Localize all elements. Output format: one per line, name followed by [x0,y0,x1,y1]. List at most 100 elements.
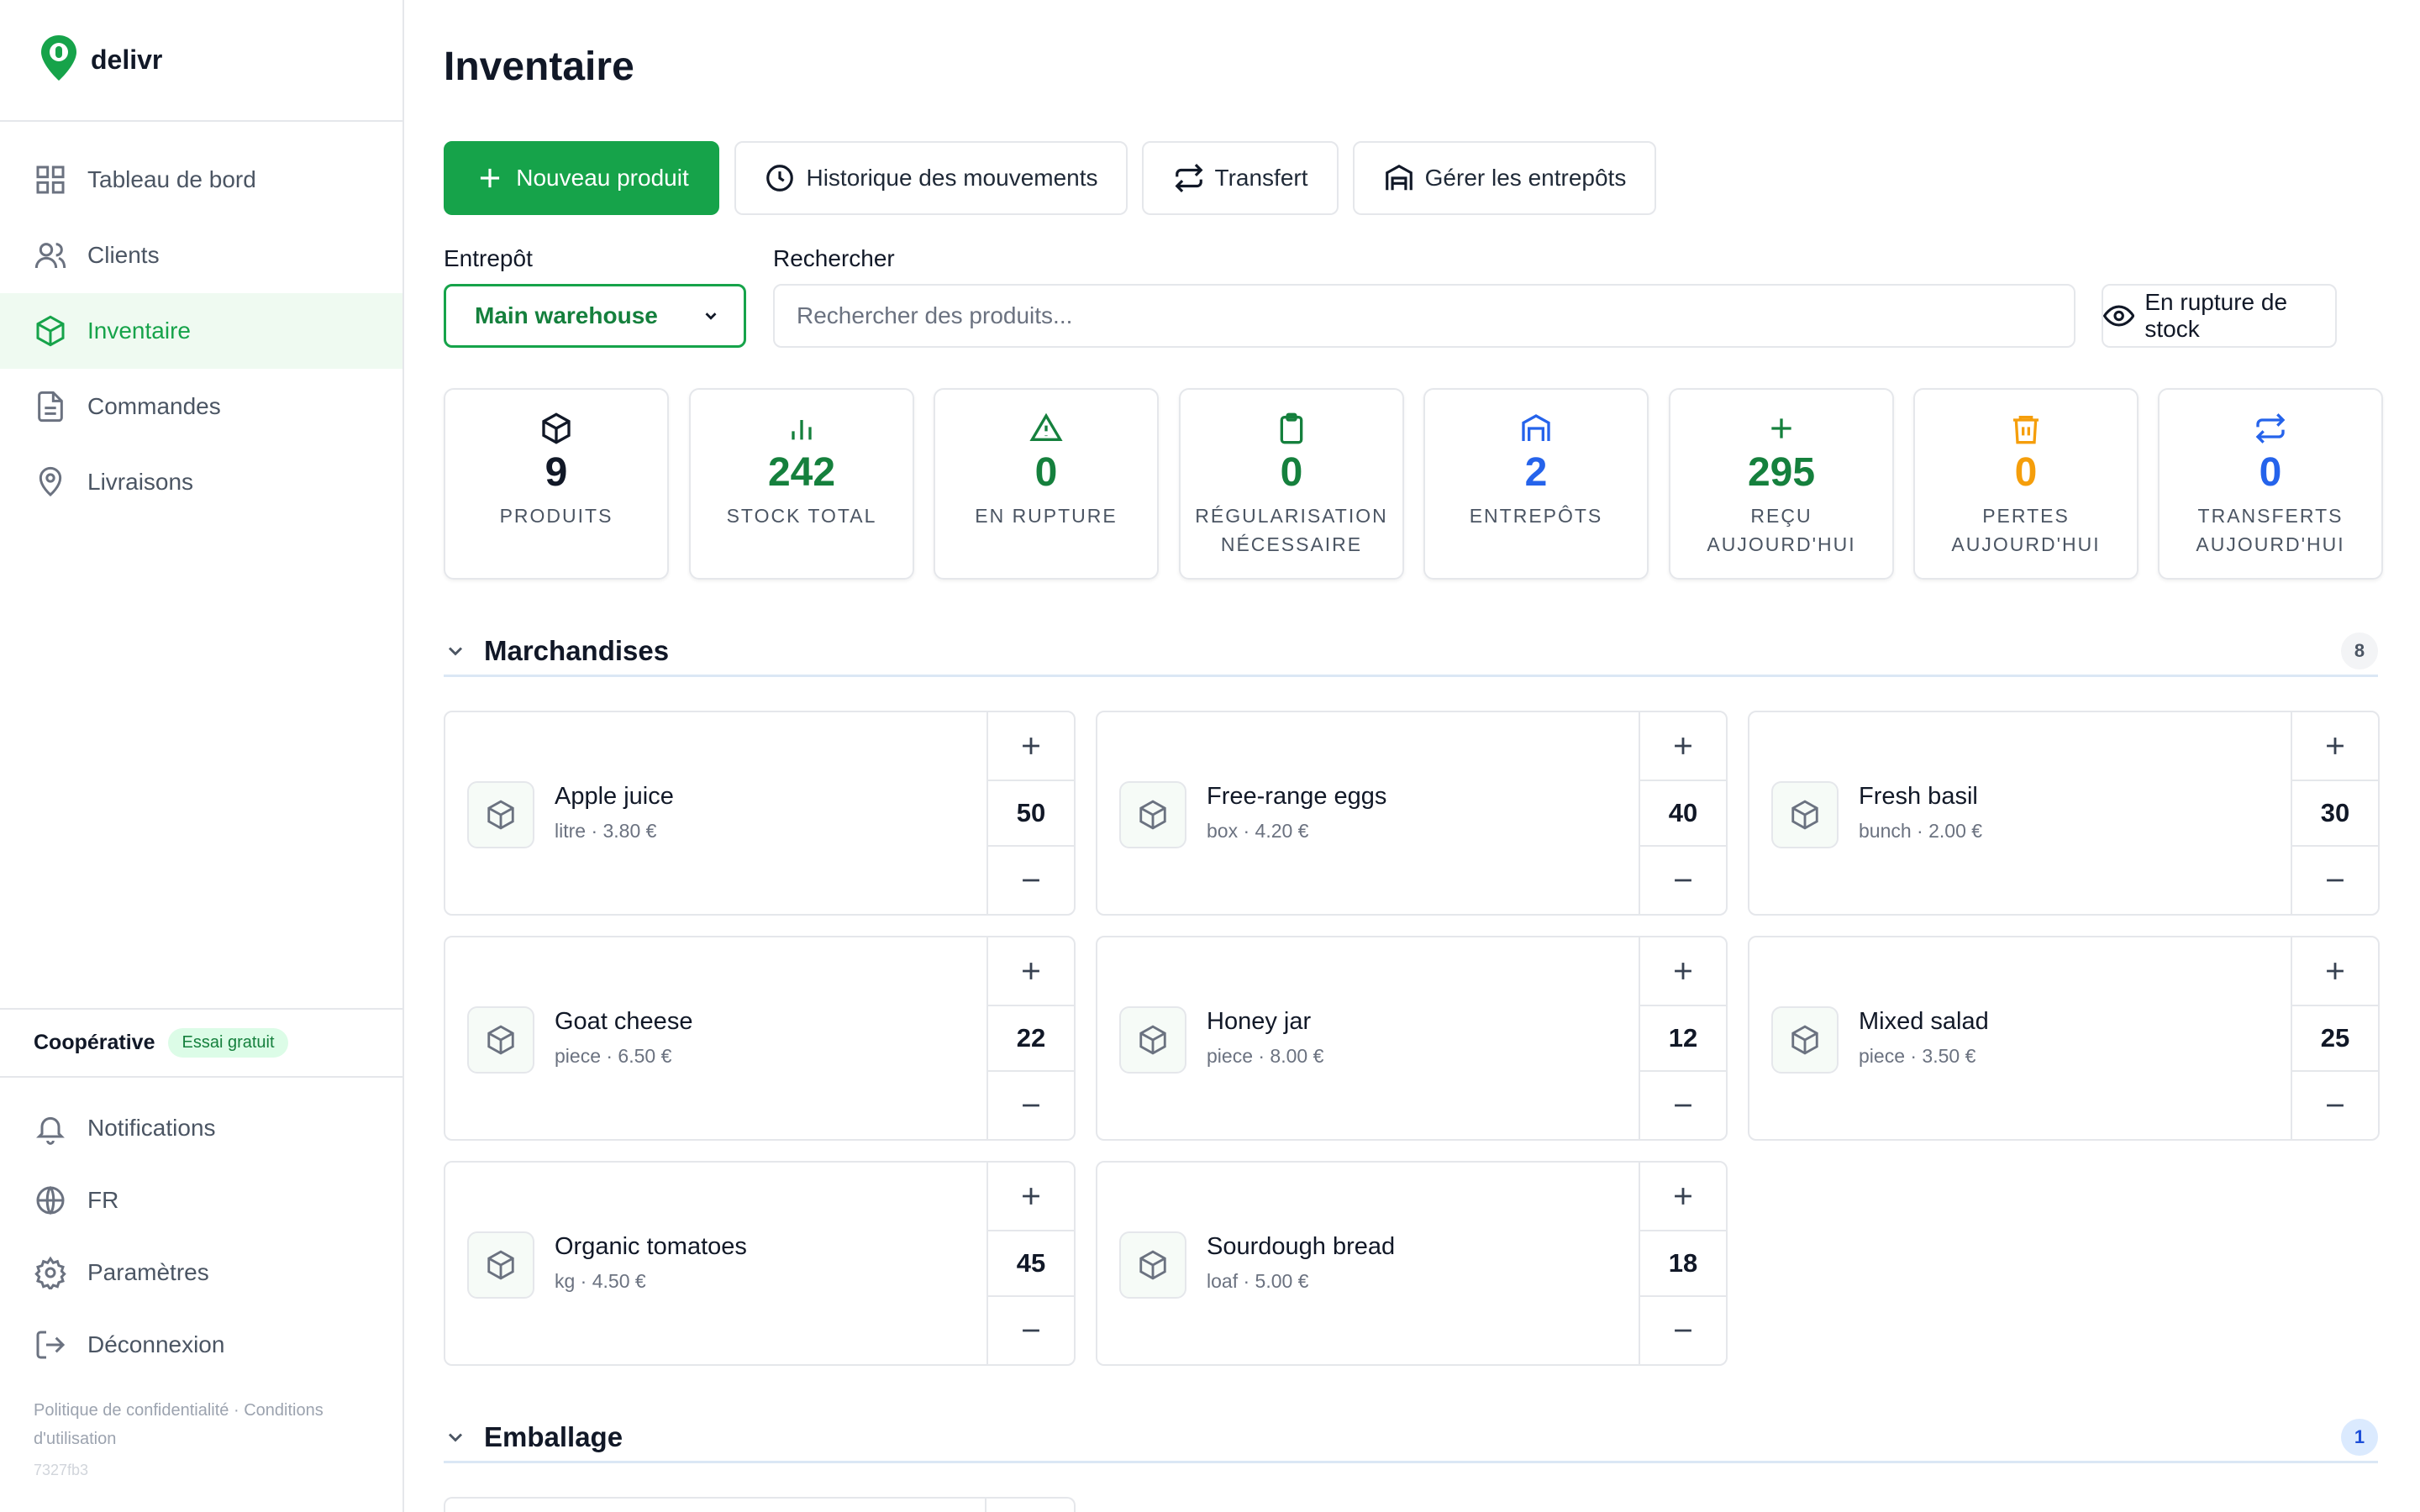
increment-button[interactable] [2292,937,2378,1005]
minus-icon [1023,1329,1039,1332]
decrement-button[interactable] [988,1297,1074,1364]
sidebar-item-label: Paramètres [87,1259,209,1285]
stat-value: 0 [1280,450,1303,495]
new-product-button[interactable]: Nouveau produit [444,141,719,215]
product-image [1119,1231,1186,1299]
box-icon [1791,1025,1818,1055]
stat-label: EN RUPTURE [975,505,1118,527]
plus-icon [481,168,500,188]
section-header-merchandise[interactable]: Marchandises 8 [444,627,2378,677]
minus-icon [1675,1104,1691,1107]
decrement-button[interactable] [2292,847,2378,914]
organization-switcher[interactable]: Coopérative Essai gratuit [0,1008,402,1078]
section-header-packaging[interactable]: Emballage 1 [444,1413,2378,1463]
sidebar-item-settings[interactable]: Paramètres [0,1236,402,1309]
trash-icon [2013,416,2039,444]
minus-icon [2327,1104,2344,1107]
quantity-value[interactable]: 22 [988,1005,1074,1072]
stat-value: 2 [1524,450,1548,495]
manage-warehouses-button[interactable]: Gérer les entrepôts [1353,141,1656,215]
minus-icon [2327,879,2344,882]
decrement-button[interactable] [1640,1072,1726,1139]
quantity-value[interactable]: 30 [2292,780,2378,847]
movement-history-button[interactable]: Historique des mouvements [734,141,1128,215]
warehouse-select[interactable]: Main warehouse [444,284,746,348]
product-image [467,1006,534,1074]
section-title: Emballage [484,1420,623,1452]
sidebar-item-language[interactable]: FR [0,1164,402,1236]
map-pin-icon [39,466,62,496]
increment-button[interactable] [988,937,1074,1005]
increment-button[interactable] [1640,937,1726,1005]
bell-icon [36,1116,65,1145]
sidebar-item-inventory[interactable]: Inventaire [0,293,402,369]
quantity-value[interactable]: 18 [1640,1230,1726,1297]
quantity-value[interactable]: 12 [1640,1005,1726,1072]
decrement-button[interactable] [2292,1072,2378,1139]
clipboard-icon [1280,412,1303,444]
increment-button[interactable] [1640,1163,1726,1230]
out-of-stock-toggle[interactable]: En rupture de stock [2102,284,2337,348]
section-count-badge: 1 [2341,1418,2378,1456]
plus-icon [1023,738,1039,754]
sidebar-item-label: Inventaire [87,318,191,344]
product-image [1771,781,1839,848]
sidebar-item-label: Tableau de bord [87,166,256,192]
product-meta: box · 4.20 € [1207,820,1309,842]
decrement-button[interactable] [1640,1297,1726,1364]
brand-name: delivr [91,45,163,75]
sidebar-item-notifications[interactable]: Notifications [0,1092,402,1164]
stepper-divider [985,1499,986,1512]
legal-links: Politique de confidentialité · Condition… [34,1396,370,1453]
legal-separator: · [233,1401,239,1420]
product-name: Apple juice [555,783,674,810]
stat-value: 295 [1747,450,1816,495]
dashboard-icon [36,165,65,194]
sidebar-item-label: Commandes [87,393,221,419]
increment-button[interactable] [1640,712,1726,780]
increment-button[interactable] [2292,712,2378,780]
search-input[interactable] [773,284,2075,348]
sidebar-item-clients[interactable]: Clients [0,218,402,293]
decrement-button[interactable] [988,847,1074,914]
logo-area[interactable]: delivr [0,0,402,122]
increment-button[interactable] [988,1163,1074,1230]
minus-icon [1023,1104,1039,1107]
terms-link[interactable]: Conditions d'utilisation [34,1401,324,1448]
product-name: Fresh basil [1859,783,1978,810]
quantity-value[interactable]: 25 [2292,1005,2378,1072]
stat-card-transfers-today: 0 TRANSFERTS AUJOURD'HUI [2158,388,2383,580]
privacy-link[interactable]: Politique de confidentialité [34,1401,229,1420]
product-image [1119,1006,1186,1074]
chevron-down-icon [448,646,463,656]
decrement-button[interactable] [988,1072,1074,1139]
sidebar-item-label: Notifications [87,1115,216,1141]
decrement-button[interactable] [1640,847,1726,914]
stat-label: PERTES AUJOURD'HUI [1951,505,2101,555]
minus-icon [1675,1329,1691,1332]
globe-icon [36,1185,65,1215]
increment-button[interactable] [988,712,1074,780]
stat-value: 242 [767,450,836,495]
stat-card-received-today: 295 REÇU AUJOURD'HUI [1669,388,1894,580]
quantity-stepper: 40 [1639,712,1726,914]
main-nav: Tableau de bord Clients Inventaire Comma… [0,122,402,520]
box-icon [36,315,65,347]
box-icon [1139,1025,1166,1055]
product-meta: piece · 3.50 € [1859,1045,1976,1067]
new-product-label: Nouveau produit [516,165,689,191]
logo-icon [39,34,79,87]
sidebar-item-orders[interactable]: Commandes [0,369,402,444]
quantity-value[interactable]: 40 [1640,780,1726,847]
sidebar-item-dashboard[interactable]: Tableau de bord [0,142,402,218]
box-icon [487,800,514,830]
stat-card-total-stock: 242 STOCK TOTAL [689,388,914,580]
sidebar-item-deliveries[interactable]: Livraisons [0,444,402,520]
stat-card-adjustment: 0 RÉGULARISATION NÉCESSAIRE [1179,388,1404,580]
transfer-button[interactable]: Transfert [1142,141,1339,215]
stat-label: ENTREPÔTS [1469,505,1603,527]
quantity-value[interactable]: 50 [988,780,1074,847]
sidebar-item-logout[interactable]: Déconnexion [0,1309,402,1381]
warehouse-icon [1522,414,1550,441]
quantity-value[interactable]: 45 [988,1230,1074,1297]
